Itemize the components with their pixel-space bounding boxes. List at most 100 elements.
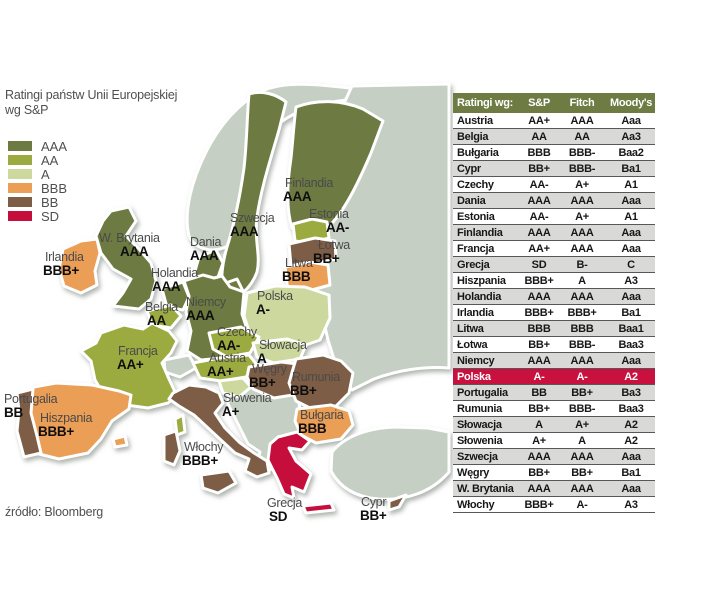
map-label: Słowenia A+ — [222, 392, 272, 419]
cell-moodys: A3 — [624, 274, 638, 287]
cell-country: Hiszpania — [457, 274, 506, 287]
map-label: Austria AA+ — [207, 351, 246, 379]
map-country-name: Grecja — [267, 496, 303, 510]
map-country-name: Łotwa — [318, 238, 350, 252]
table-row: Słowacja A A+ A2 — [453, 417, 655, 433]
map-country-name: Francja — [118, 344, 158, 358]
map-label: Grecja SD — [267, 496, 303, 524]
legend-swatch-bbb — [8, 183, 32, 193]
map-label: Rumunia BB+ — [290, 371, 340, 398]
cell-country: Estonia — [457, 210, 495, 223]
table-row: Hiszpania BBB+ A A3 — [453, 273, 655, 289]
map-country-rating: AAA — [283, 189, 312, 204]
sardynia-shape — [162, 429, 182, 467]
map-country-rating: SD — [269, 509, 288, 524]
map-label: Włochy BBB+ — [182, 441, 223, 468]
cell-moodys: Aaa — [621, 290, 641, 303]
turkey-shape — [329, 425, 451, 501]
cell-sp: AAA — [527, 482, 551, 495]
legend-label-bbb: BBB — [41, 180, 68, 196]
map-country-rating: BB+ — [249, 375, 276, 390]
cell-country: Rumunia — [457, 402, 502, 415]
map-country-name: Polska — [257, 289, 293, 303]
infographic-title: Ratingi państw Unii Europejskiej wg S&P — [5, 88, 177, 118]
map-country-rating: BBB+ — [38, 424, 74, 439]
table-row: Grecja SD B- C — [453, 257, 655, 273]
cell-sp: AAA — [527, 290, 551, 303]
cell-fitch: AAA — [570, 242, 594, 255]
cell-fitch: BBB- — [568, 162, 596, 175]
bulgaria-shape — [293, 403, 355, 445]
map-country-name: Holandia — [151, 266, 198, 280]
map-country-name: Słowacja — [259, 338, 307, 352]
cell-sp: A — [535, 418, 543, 431]
sycylia-shape — [199, 469, 238, 495]
map-country-name: Litwa — [285, 256, 313, 270]
map-country-rating: AAA — [120, 244, 149, 259]
map-label: Irlandia BBB+ — [43, 250, 84, 278]
cell-country: Słowenia — [457, 434, 503, 447]
cell-fitch: BB+ — [571, 386, 593, 399]
table-row: Bułgaria BBB BBB- Baa2 — [453, 145, 655, 161]
cypr-shape — [387, 493, 408, 512]
irlandia-shape — [57, 237, 102, 295]
table-row: Portugalia BB BB+ Ba3 — [453, 385, 655, 401]
map-country-name: Irlandia — [45, 250, 84, 264]
cell-sp: AAA — [527, 450, 551, 463]
table-row: Holandia AAA AAA Aaa — [453, 289, 655, 305]
ratings-legend: AAA AA A BBB BB SD — [8, 138, 68, 224]
table-row: Dania AAA AAA Aaa — [453, 193, 655, 209]
cell-fitch: BBB — [570, 322, 594, 335]
czechy-shape — [207, 325, 261, 359]
cell-moodys: Baa3 — [618, 338, 644, 351]
cell-moodys: A2 — [624, 370, 638, 383]
table-body: Austria AA+ AAA Aaa Belgia AA AA Aa3 Bułgaria BBB… — [453, 113, 655, 513]
map-label: Polska A- — [256, 289, 293, 317]
legend-label-aaa: AAA — [41, 138, 68, 154]
table-row: Belgia AA AA Aa3 — [453, 129, 655, 145]
wlochy-shape — [167, 383, 271, 479]
cell-fitch: A+ — [575, 210, 589, 223]
cell-country: Litwa — [457, 322, 484, 335]
map-label: Estonia AA- — [309, 208, 349, 235]
table-row: Włochy BBB+ A- A3 — [453, 497, 655, 513]
map-label: Litwa BBB — [282, 256, 313, 284]
cell-moodys: Ba1 — [621, 466, 641, 479]
legend-item-aa: AA — [8, 153, 67, 168]
cell-country: Grecja — [457, 258, 490, 271]
map-country-rating: BBB+ — [43, 263, 79, 278]
cell-fitch: AAA — [570, 450, 594, 463]
cell-fitch: A — [578, 434, 586, 447]
cell-sp: AA- — [529, 210, 549, 223]
cell-sp: BB+ — [528, 466, 550, 479]
map-label: Szwecja AAA — [230, 212, 275, 239]
cell-sp: AA+ — [528, 242, 550, 255]
cell-fitch: A- — [576, 498, 588, 511]
cell-sp: AA — [531, 130, 547, 143]
map-country-rating: BB+ — [360, 508, 387, 523]
cell-moodys: Ba1 — [621, 162, 641, 175]
table-row: Litwa BBB BBB Baa1 — [453, 321, 655, 337]
cell-moodys: Aaa — [621, 194, 641, 207]
cell-moodys: Ba1 — [621, 306, 641, 319]
map-country-rating: BBB+ — [182, 453, 218, 468]
cell-country: W. Brytania — [457, 482, 514, 495]
cell-sp: BBB — [527, 322, 551, 335]
map-country-name: Finlandia — [285, 176, 334, 190]
cell-fitch: AA — [574, 130, 590, 143]
cell-fitch: BBB- — [568, 146, 596, 159]
header-moodys: Moody's — [609, 97, 653, 109]
baleary-shape — [111, 434, 129, 449]
cell-moodys: Aaa — [621, 450, 641, 463]
cell-country: Niemcy — [457, 354, 495, 367]
map-country-rating: AAA — [190, 248, 219, 263]
cell-fitch: BB+ — [571, 466, 593, 479]
legend-swatch-a — [8, 169, 32, 179]
cell-sp: BB — [531, 386, 547, 399]
cell-moodys: Baa3 — [618, 402, 644, 415]
map-country-name: Austria — [209, 351, 246, 365]
cell-country: Słowacja — [457, 418, 502, 431]
source-note: źródło: Bloomberg — [5, 505, 104, 519]
map-country-rating: A- — [256, 302, 270, 317]
legend-label-a: A — [41, 166, 50, 182]
